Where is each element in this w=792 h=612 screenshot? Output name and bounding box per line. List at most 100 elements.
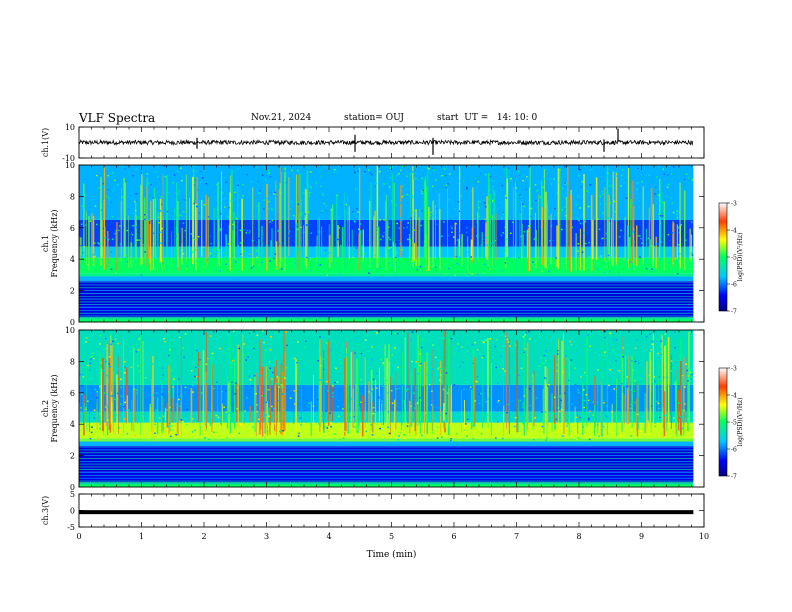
y-tick-label: -10	[62, 154, 75, 163]
psd-speckle	[491, 199, 494, 202]
psd-speckle	[495, 366, 497, 369]
psd-speckle	[123, 406, 125, 408]
psd-speckle	[190, 249, 193, 252]
psd-speckle	[547, 200, 549, 202]
psd-speckle	[537, 259, 540, 261]
psd-speckle	[388, 247, 390, 249]
y-tick-label: 10	[65, 123, 75, 132]
psd-speckle	[364, 339, 367, 341]
psd-speckle	[545, 345, 548, 347]
psd-speckle	[281, 376, 284, 378]
ch3-trace	[79, 510, 694, 515]
psd-speckle	[249, 331, 252, 334]
psd-speckle	[566, 351, 569, 353]
psd-speckle	[563, 366, 566, 368]
psd-speckle	[658, 194, 660, 197]
psd-speckle	[507, 403, 510, 406]
psd-speckle	[633, 401, 636, 404]
psd-speckle	[110, 343, 112, 346]
psd-speckle	[338, 399, 340, 401]
psd-speckle	[644, 394, 646, 397]
psd-speckle	[241, 256, 243, 259]
psd-speckle	[168, 422, 171, 425]
psd-speckle	[501, 184, 504, 187]
psd-speckle	[583, 165, 586, 167]
psd-speckle	[504, 226, 507, 229]
psd-speckle	[241, 229, 244, 231]
psd-speckle	[394, 273, 396, 275]
psd-speckle	[300, 214, 303, 216]
psd-speckle	[459, 180, 461, 182]
psd-speckle	[674, 258, 677, 260]
psd-speckle	[564, 165, 566, 168]
psd-speckle	[453, 208, 456, 210]
psd-speckle	[107, 189, 109, 191]
psd-speckle	[691, 364, 693, 366]
psd-speckle	[657, 352, 659, 355]
psd-speckle	[681, 409, 683, 412]
psd-speckle	[84, 178, 86, 181]
psd-speckle	[371, 346, 374, 348]
psd-speckle	[92, 352, 94, 354]
psd-speckle	[451, 227, 453, 229]
psd-speckle	[144, 377, 147, 379]
psd-speckle	[442, 243, 444, 246]
psd-speckle	[265, 354, 268, 357]
psd-speckle	[454, 274, 457, 277]
psd-speckle	[620, 175, 623, 177]
psd-speckle	[518, 197, 521, 199]
psd-speckle	[182, 222, 185, 224]
psd-speckle	[500, 234, 503, 237]
psd-speckle	[266, 429, 269, 432]
psd-speckle	[523, 351, 525, 353]
psd-speckle	[196, 205, 198, 208]
psd-speckle	[656, 197, 659, 200]
psd-speckle	[243, 239, 245, 242]
psd-speckle	[340, 230, 343, 232]
psd-speckle	[121, 196, 124, 198]
psd-speckle	[535, 397, 538, 399]
psd-speckle	[294, 262, 297, 265]
psd-speckle	[190, 370, 193, 372]
psd-speckle	[517, 253, 520, 256]
psd-speckle	[474, 341, 476, 344]
psd-speckle	[205, 363, 208, 365]
psd-speckle	[581, 181, 584, 183]
psd-speckle	[243, 218, 246, 220]
psd-speckle	[259, 375, 261, 377]
psd-speckle	[676, 217, 679, 219]
psd-speckle	[365, 358, 368, 361]
psd-speckle	[194, 429, 196, 432]
psd-speckle	[181, 179, 183, 182]
psd-speckle	[261, 261, 263, 263]
psd-speckle	[389, 176, 392, 179]
psd-speckle	[230, 200, 233, 202]
psd-speckle	[624, 246, 626, 248]
psd-speckle	[364, 171, 366, 173]
psd-speckle	[437, 368, 439, 371]
psd-speckle	[389, 436, 391, 438]
psd-speckle	[107, 419, 109, 421]
psd-speckle	[544, 378, 547, 380]
psd-speckle	[538, 438, 540, 440]
psd-speckle	[477, 246, 480, 248]
psd-speckle	[514, 344, 517, 346]
psd-speckle	[411, 262, 414, 265]
psd-speckle	[491, 200, 494, 203]
psd-speckle	[153, 256, 156, 259]
psd-speckle	[517, 170, 520, 173]
psd-speckle	[193, 202, 196, 205]
psd-speckle	[224, 255, 227, 258]
psd-speckle	[585, 358, 587, 361]
psd-speckle	[149, 405, 151, 407]
psd-speckle	[89, 362, 92, 365]
spectral-band	[79, 330, 694, 385]
psd-speckle	[116, 184, 119, 186]
psd-speckle	[676, 273, 679, 275]
psd-speckle	[332, 395, 334, 398]
psd-speckle	[394, 261, 397, 264]
psd-speckle	[452, 364, 455, 367]
psd-speckle	[396, 332, 399, 335]
psd-speckle	[482, 355, 485, 357]
psd-speckle	[274, 253, 276, 255]
